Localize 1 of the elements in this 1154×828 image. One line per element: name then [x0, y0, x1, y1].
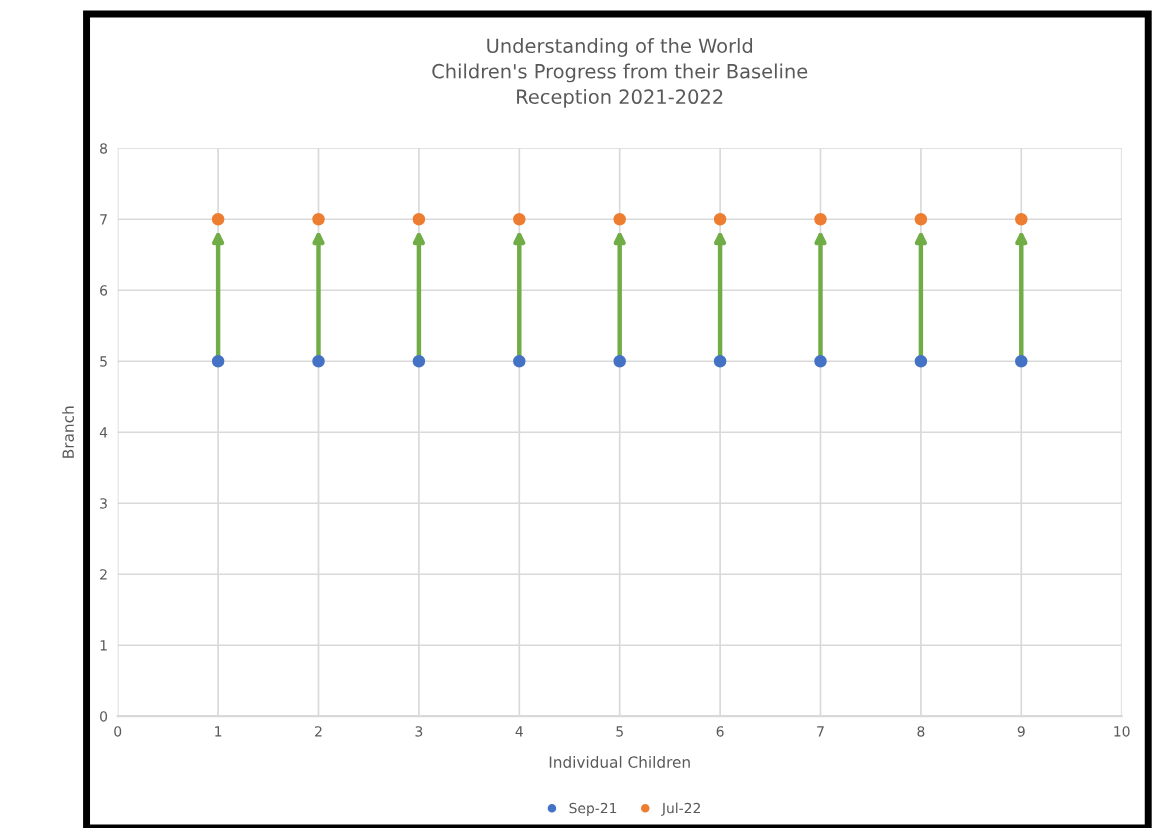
chart-title: Understanding of the World Children's Progress from their Baseline Reception 2021-2022 — [432, 38, 808, 108]
